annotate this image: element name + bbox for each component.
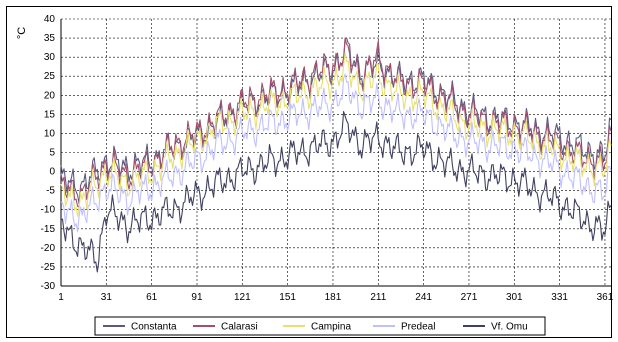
legend-label: Vf. Omu [491,322,528,333]
series-line-campina [60,52,612,217]
x-tick-label: 211 [370,292,386,303]
x-tick-label: 331 [551,292,568,303]
x-tick-label: 61 [146,292,158,303]
legend-label: Predeal [401,322,435,333]
series-lines [60,37,612,273]
series-line-calarasi [60,37,612,208]
y-tick-label: -5 [46,186,55,197]
y-tick-label: 5 [49,148,55,159]
x-tick-label: 91 [191,292,203,303]
legend-label: Campina [311,322,351,333]
legend-box [94,316,546,336]
grid [60,18,611,287]
legend-label: Constanta [131,322,177,333]
y-tick-label: -25 [41,262,56,273]
series-line-vf-omu [60,110,612,273]
x-tick-label: 301 [506,292,523,303]
x-tick-label: 271 [461,292,478,303]
y-tick-label: 15 [44,109,56,120]
y-tick-label: -10 [41,205,56,216]
chart-frame: °C 40 35 30 25 20 15 10 5 0 -5 -10 -15 -20 -25 -30 1 31 6… [6,6,613,338]
y-tick-label: 25 [44,71,56,82]
line-chart: °C 40 35 30 25 20 15 10 5 0 -5 -10 -15 -20 -25 -301 31 6… [16,14,613,336]
y-tick-label: 20 [44,90,56,101]
y-tick-label: 10 [44,128,56,139]
x-tick-label: 121 [234,292,251,303]
x-tick-label: 361 [597,292,613,303]
y-tick-label: -30 [41,281,56,292]
y-tick-label: -15 [41,224,56,235]
legend: Constanta Calarasi Campina Predeal Vf. Omu [94,316,546,336]
tick-labels: 40 35 30 25 20 15 10 5 0 -5 -10 -15 -20 -25 -301 31 61 91… [41,14,613,303]
y-tick-label: 40 [44,14,56,25]
y-axis-label: °C [16,27,28,39]
y-tick-label: 30 [44,52,56,63]
y-tick-label: -20 [41,243,56,254]
x-tick-label: 1 [58,292,64,303]
legend-label: Calarasi [221,322,258,333]
series-line-constanta [60,37,612,205]
x-tick-label: 181 [325,292,342,303]
x-tick-label: 31 [101,292,113,303]
series-line-predeal [60,73,612,233]
axes [60,19,611,287]
x-tick-label: 241 [415,292,432,303]
x-tick-label: 151 [279,292,296,303]
y-tick-label: 0 [49,167,55,178]
y-tick-label: 35 [44,33,56,44]
